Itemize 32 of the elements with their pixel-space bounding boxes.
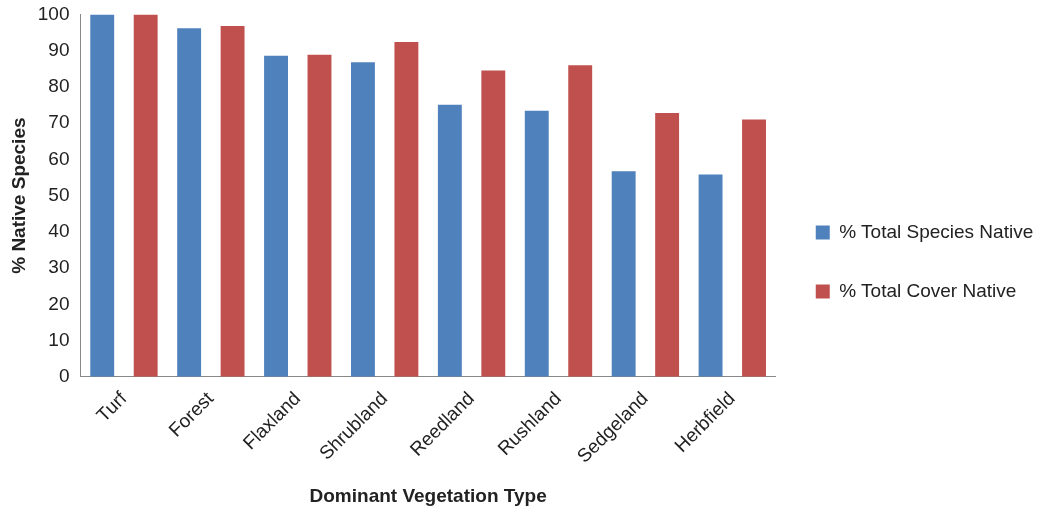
bar bbox=[220, 26, 245, 377]
bar bbox=[90, 14, 115, 377]
y-tick-label: 80 bbox=[48, 75, 70, 97]
bar bbox=[524, 110, 549, 377]
bar bbox=[351, 62, 375, 377]
y-tick-label: 40 bbox=[48, 220, 70, 242]
bar bbox=[742, 119, 766, 377]
bar bbox=[698, 174, 723, 377]
y-tick-label: 0 bbox=[58, 365, 70, 387]
bar bbox=[394, 41, 419, 377]
bar bbox=[177, 28, 202, 377]
bar bbox=[611, 171, 636, 377]
y-tick-label: 20 bbox=[48, 292, 70, 314]
y-tick-label: 70 bbox=[48, 111, 70, 133]
bar bbox=[133, 14, 158, 377]
x-tick-label: Turf bbox=[92, 387, 131, 426]
bar bbox=[307, 54, 332, 377]
y-tick-label: 100 bbox=[37, 2, 70, 24]
y-tick-label: 30 bbox=[48, 256, 70, 278]
y-axis-title: % Native Species bbox=[7, 117, 29, 274]
bar bbox=[568, 65, 593, 377]
x-axis-title: Dominant Vegetation Type bbox=[309, 484, 547, 506]
y-tick-label: 10 bbox=[48, 328, 70, 350]
y-tick-label: 60 bbox=[48, 147, 70, 169]
y-tick-label: 50 bbox=[48, 183, 70, 205]
bar bbox=[437, 104, 462, 377]
legend-label: % Total Cover Native bbox=[839, 279, 1017, 301]
bar bbox=[655, 112, 680, 377]
bar bbox=[481, 70, 506, 377]
legend-label: % Total Species Native bbox=[839, 220, 1034, 242]
bar bbox=[264, 55, 288, 377]
y-tick-label: 90 bbox=[48, 38, 70, 60]
